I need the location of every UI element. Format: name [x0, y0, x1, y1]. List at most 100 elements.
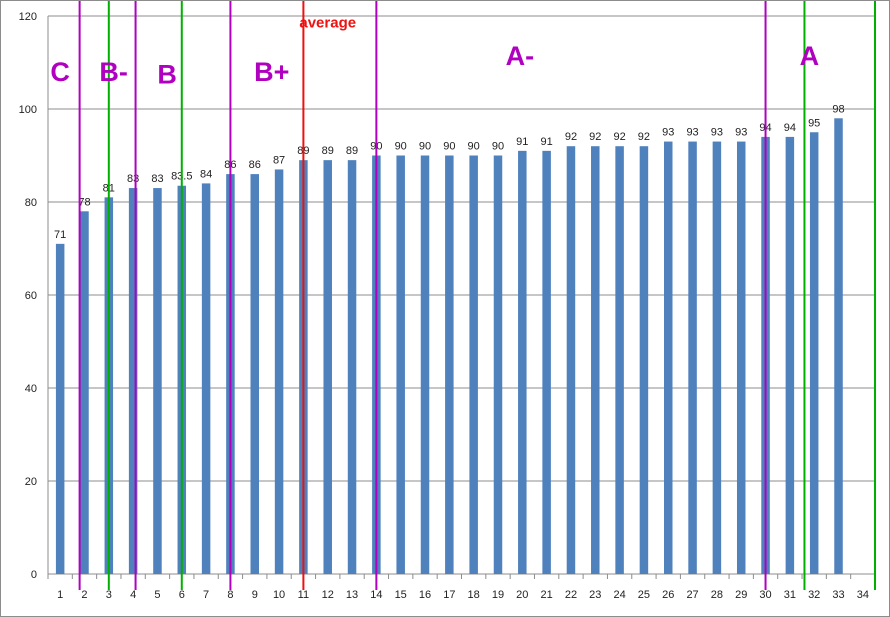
bar: [566, 146, 576, 574]
data-label: 92: [613, 131, 625, 143]
bar: [347, 160, 357, 574]
bar: [420, 155, 430, 574]
data-label: 95: [808, 117, 820, 129]
y-tick-label: 120: [19, 11, 37, 23]
data-label: 92: [565, 131, 577, 143]
data-label: 87: [273, 154, 285, 166]
x-tick-label: 33: [832, 589, 844, 601]
y-tick-label: 20: [25, 476, 37, 488]
x-tick-label: 9: [252, 589, 258, 601]
grade-b-minus: B-: [99, 57, 128, 87]
data-label: 90: [468, 141, 480, 153]
bar: [153, 188, 162, 575]
x-tick-label: 15: [395, 589, 407, 601]
data-label: 90: [492, 141, 504, 153]
y-tick-label: 60: [25, 290, 37, 302]
data-label: 71: [54, 229, 66, 241]
x-tick-label: 24: [613, 589, 625, 601]
x-tick-label: 6: [179, 589, 185, 601]
x-tick-label: 7: [203, 589, 209, 601]
bar: [712, 141, 722, 575]
data-label: 93: [686, 127, 698, 139]
bar: [542, 150, 551, 574]
data-label: 93: [711, 127, 723, 139]
bar: [469, 155, 478, 574]
bar: [688, 141, 697, 575]
x-tick-label: 19: [492, 589, 504, 601]
x-tick-label: 12: [322, 589, 334, 601]
data-label: 93: [735, 127, 747, 139]
x-tick-label: 34: [857, 589, 869, 601]
x-tick-label: 18: [468, 589, 480, 601]
x-tick-label: 11: [298, 589, 309, 601]
y-tick-label: 100: [19, 104, 37, 116]
bar: [396, 155, 405, 574]
grade-b-plus: B+: [254, 57, 289, 87]
bar: [809, 132, 819, 574]
bar: [493, 155, 503, 574]
x-tick-label: 29: [735, 589, 747, 601]
x-tick-label: 17: [443, 589, 455, 601]
data-label: 92: [589, 131, 601, 143]
bar: [736, 141, 746, 575]
grade-a: A: [800, 41, 820, 71]
bar: [591, 146, 600, 574]
x-tick-label: 2: [81, 589, 87, 601]
grade-b: B: [157, 59, 177, 89]
data-label: 83: [127, 173, 139, 185]
x-tick-label: 22: [565, 589, 577, 601]
x-tick-label: 32: [808, 589, 820, 601]
data-label: 89: [322, 145, 334, 157]
data-label: 89: [346, 145, 358, 157]
x-tick-label: 27: [686, 589, 698, 601]
data-label: 90: [443, 141, 455, 153]
bar: [639, 146, 649, 574]
bar: [785, 136, 795, 574]
data-label: 91: [516, 136, 528, 148]
data-label: 93: [662, 127, 674, 139]
x-tick-label: 4: [130, 589, 136, 601]
y-tick-label: 80: [25, 197, 37, 209]
x-tick-label: 13: [346, 589, 358, 601]
x-tick-label: 21: [541, 589, 553, 601]
data-label: 91: [541, 136, 553, 148]
x-tick-label: 3: [106, 589, 112, 601]
bar: [128, 188, 138, 575]
data-label: 90: [395, 141, 407, 153]
y-tick-label: 0: [31, 569, 37, 581]
x-tick-label: 10: [273, 589, 285, 601]
bar: [664, 141, 673, 575]
bar: [615, 146, 624, 574]
data-label: 98: [832, 103, 844, 115]
x-tick-label: 28: [711, 589, 723, 601]
bar: [518, 150, 527, 574]
x-tick-label: 26: [662, 589, 674, 601]
x-tick-label: 5: [154, 589, 160, 601]
x-tick-label: 23: [589, 589, 601, 601]
average-label: average: [299, 15, 356, 32]
data-label: 86: [249, 159, 261, 171]
bar: [323, 160, 332, 574]
bar: [274, 169, 284, 574]
data-label: 78: [78, 196, 90, 208]
x-tick-label: 14: [370, 589, 382, 601]
data-label: 83: [151, 173, 163, 185]
x-tick-label: 20: [516, 589, 528, 601]
data-label: 84: [200, 168, 212, 180]
data-label: 90: [419, 141, 431, 153]
x-tick-label: 1: [57, 589, 63, 601]
x-tick-label: 8: [227, 589, 233, 601]
x-tick-label: 31: [784, 589, 796, 601]
grade-c: C: [50, 57, 70, 87]
bar: [834, 118, 843, 575]
bar: [250, 174, 259, 574]
x-tick-label: 16: [419, 589, 431, 601]
grade-a-minus: A-: [506, 41, 535, 71]
x-tick-label: 30: [759, 589, 771, 601]
data-label: 94: [784, 122, 796, 134]
y-tick-label: 40: [25, 383, 37, 395]
bar: [55, 243, 65, 574]
x-tick-label: 25: [638, 589, 650, 601]
